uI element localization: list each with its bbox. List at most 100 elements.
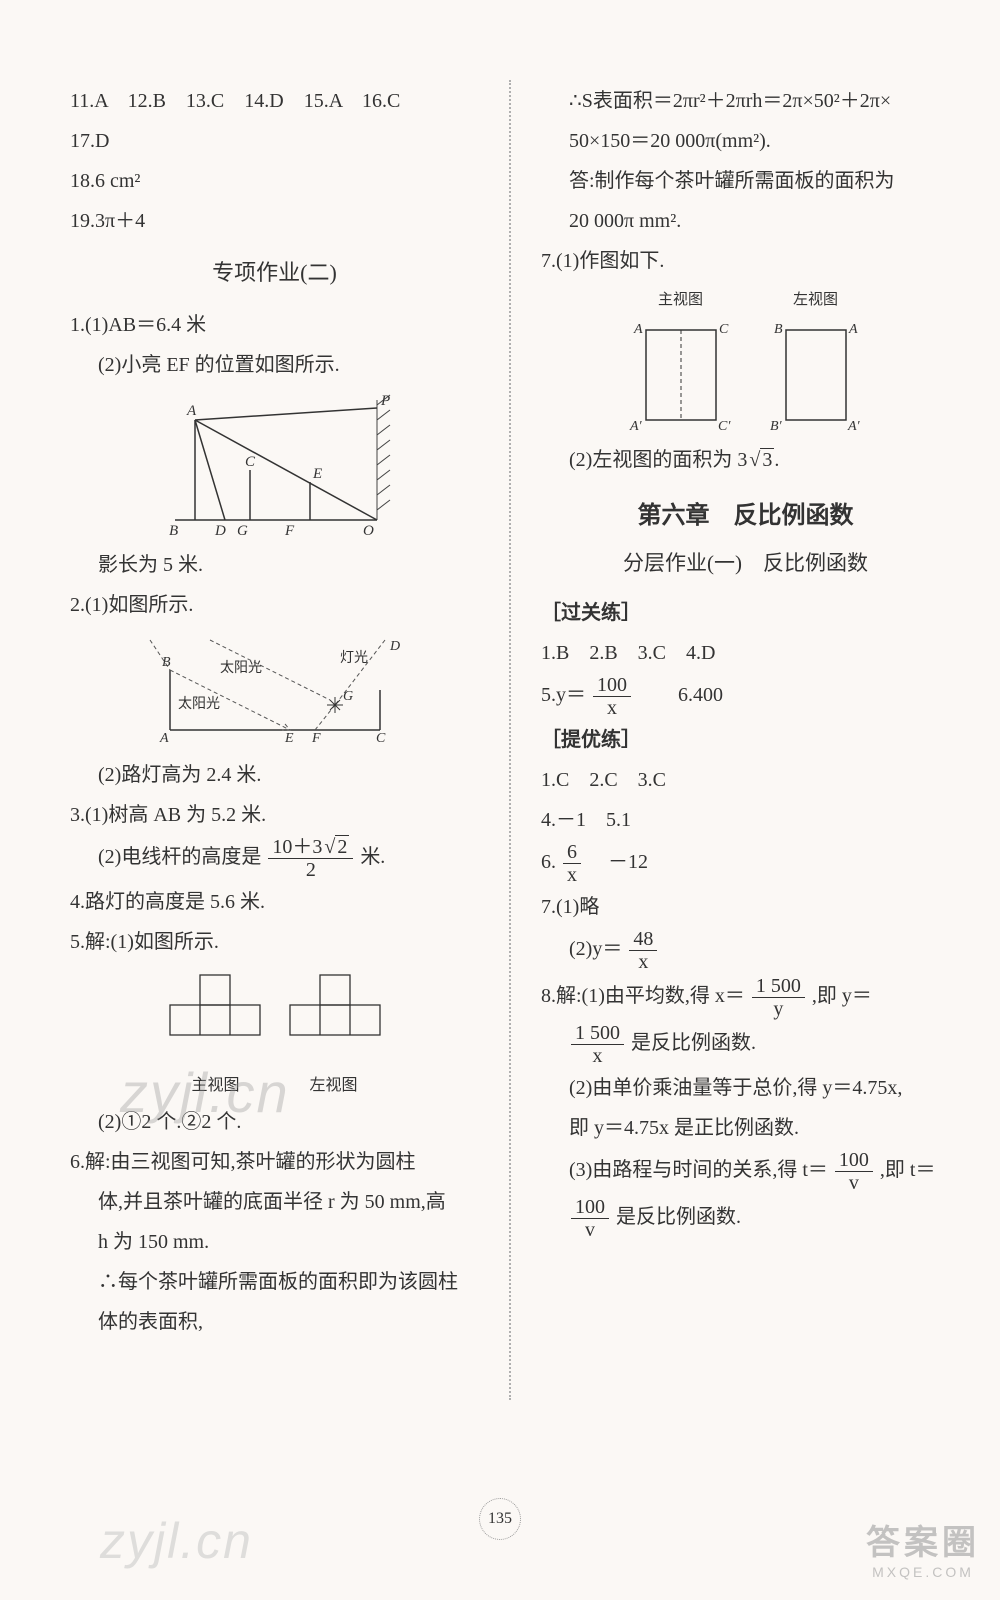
t8-3-frac: 100 v [835, 1149, 873, 1194]
page: 11.A 12.B 13.C 14.D 15.A 16.C 17.D 18.6 … [0, 0, 1000, 1600]
diagram-1: A B D G C F E O P [70, 390, 479, 540]
t8c-num: 1 500 [571, 1022, 624, 1045]
q3-1: 3.(1)树高 AB 为 5.2 米. [70, 796, 479, 834]
t6b: －12 [588, 851, 648, 873]
label-G: G [237, 523, 248, 539]
t6den: x [563, 864, 581, 886]
t7-2num: 48 [629, 928, 657, 951]
d4-Bp: B′ [770, 419, 783, 434]
q1-2: (2)小亮 EF 的位置如图所示. [70, 346, 479, 384]
g5: 5.y＝ 100 x 6.400 [541, 674, 950, 719]
d2-G: G [343, 689, 353, 704]
t8c-tail: 是反比例函数. [631, 1032, 756, 1054]
q3-num: 10＋3 [272, 836, 322, 858]
label-P: P [380, 393, 390, 409]
t4: 4.－1 5.1 [541, 801, 950, 839]
view2: 左视图 [310, 1071, 358, 1101]
r6: (2)左视图的面积为 3 3. [541, 441, 950, 479]
t8-3num: 100 [835, 1149, 873, 1172]
q5-1: 5.解:(1)如图所示. [70, 923, 479, 961]
q6e: 体的表面积, [70, 1303, 479, 1341]
t8-3c-den: v [571, 1219, 609, 1241]
view-labels: 主视图 左视图 [70, 1071, 479, 1101]
d2-C: C [376, 731, 386, 746]
logo-big: 答案圈 [866, 1515, 980, 1564]
t8-2a: (2)由单价乘油量等于总价,得 y＝4.75x, [541, 1069, 950, 1107]
t8num1: 1 500 [752, 975, 805, 998]
q1-1: 1.(1)AB＝6.4 米 [70, 306, 479, 344]
diagram-3 [70, 967, 479, 1067]
t8-3c-num: 100 [571, 1196, 609, 1219]
label-F: F [284, 523, 295, 539]
q3-den: 2 [268, 859, 353, 881]
t7-2a: (2)y＝ [569, 938, 622, 960]
g5-frac: 100 x [593, 674, 631, 719]
diagram-4: 主视图 A C A′ C′ 左视图 [541, 286, 950, 435]
q6d: ∴每个茶叶罐所需面板的面积即为该圆柱 [70, 1263, 479, 1301]
logo-small: MXQE.COM [866, 1564, 980, 1580]
d2-lamp: 灯光 [340, 650, 368, 666]
corner-logo: 答案圈 MXQE.COM [866, 1515, 980, 1580]
q3-frac: 10＋32 2 [268, 836, 353, 881]
r1: ∴S表面积＝2πr²＋2πrh＝2π×50²＋2π× [541, 82, 950, 120]
t8-3den: v [835, 1172, 873, 1194]
r6rad: 3 [760, 448, 774, 471]
d4-C: C [719, 322, 729, 337]
tiyou: ［提优练］ [541, 721, 950, 759]
t8-frac1: 1 500 y [752, 975, 805, 1020]
t8-3c: 100 v 是反比例函数. [541, 1196, 950, 1241]
t7-frac: 48 x [629, 928, 657, 973]
left-column: 11.A 12.B 13.C 14.D 15.A 16.C 17.D 18.6 … [70, 80, 504, 1400]
answer-18: 18.6 cm² [70, 162, 479, 200]
label-B: B [169, 523, 178, 539]
g1: 1.B 2.B 3.C 4.D [541, 634, 950, 672]
t7-2den: x [629, 951, 657, 973]
answers-row: 11.A 12.B 13.C 14.D 15.A 16.C [70, 82, 479, 120]
answer-19: 19.3π＋4 [70, 202, 479, 240]
t6a: 6. [541, 851, 556, 873]
q2-2: (2)路灯高为 2.4 米. [70, 756, 479, 794]
d2-A: A [159, 731, 169, 746]
d2-E: E [284, 731, 294, 746]
t7-2: (2)y＝ 48 x [541, 928, 950, 973]
g5num: 100 [593, 674, 631, 697]
d4-A: A [633, 322, 643, 337]
t8c-den: x [571, 1045, 624, 1067]
r2: 50×150＝20 000π(mm²). [541, 122, 950, 160]
r4: 20 000π mm². [541, 202, 950, 240]
d4-A2: A [848, 322, 858, 337]
column-divider [509, 80, 511, 1400]
t8-3a: (3)由路程与时间的关系,得 t＝ 100 v ,即 t＝ [541, 1149, 950, 1194]
d4-Ap2: A′ [847, 419, 861, 434]
chapter-title: 第六章 反比例函数 [541, 493, 950, 539]
diagram-2: A B C E F G D 太阳光 太阳光 灯光 [70, 630, 479, 750]
view1: 主视图 [191, 1071, 239, 1101]
d4-Ap: A′ [629, 419, 643, 434]
t6-frac: 6 x [563, 841, 581, 886]
q1-tail: 影长为 5 米. [70, 546, 479, 584]
d2-sun1: 太阳光 [220, 660, 262, 676]
r6b: . [774, 449, 779, 471]
t7: 7.(1)略 [541, 888, 950, 926]
d2-sun2: 太阳光 [178, 696, 220, 712]
q6b: 体,并且茶叶罐的底面半径 r 为 50 mm,高 [70, 1183, 479, 1221]
g5den: x [593, 697, 631, 719]
t8-1: 8.解:(1)由平均数,得 x＝ 1 500 y ,即 y＝ [541, 975, 950, 1020]
q3-2: (2)电线杆的高度是 10＋32 2 米. [70, 836, 479, 881]
q3-rad: 2 [335, 835, 349, 858]
g5b: 6.400 [638, 684, 723, 706]
r6a: (2)左视图的面积为 3 [569, 449, 747, 471]
label-C: C [245, 454, 256, 470]
section-title: 专项作业(二) [70, 252, 479, 294]
q5-2: (2)①2 个.②2 个. [70, 1103, 479, 1141]
d2-B: B [162, 655, 171, 670]
g5a: 5.y＝ [541, 684, 586, 706]
t6num: 6 [563, 841, 581, 864]
answer-17: 17.D [70, 122, 479, 160]
guoguan: ［过关练］ [541, 594, 950, 632]
label-D: D [214, 523, 226, 539]
viewT1: 主视图 [626, 286, 736, 315]
q4: 4.路灯的高度是 5.6 米. [70, 883, 479, 921]
t8a: 8.解:(1)由平均数,得 x＝ [541, 985, 745, 1007]
sub-title: 分层作业(一) 反比例函数 [541, 544, 950, 584]
